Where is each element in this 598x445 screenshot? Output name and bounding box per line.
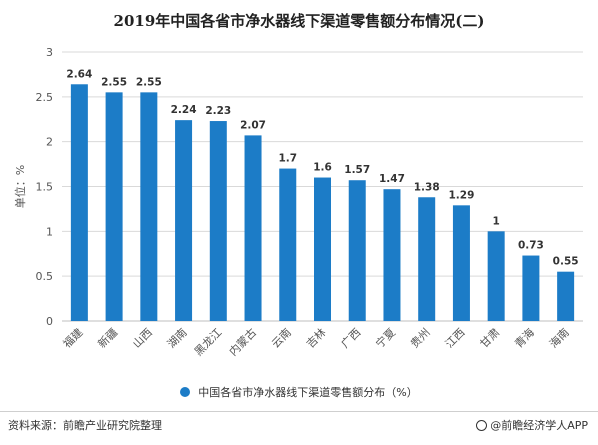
- bar: [105, 92, 123, 321]
- legend-swatch: [180, 387, 191, 397]
- bar: [348, 180, 366, 321]
- x-tick-label: 内蒙古: [226, 325, 259, 358]
- data-label: 1.29: [448, 189, 474, 201]
- bar: [452, 205, 470, 321]
- y-tick-label: 3: [46, 46, 53, 59]
- y-axis-label: 单位：%: [13, 165, 27, 208]
- bar: [70, 84, 88, 321]
- x-tick-label: 宁夏: [373, 325, 398, 350]
- bar-chart: 0 0.5 1 1.5 2 2.5 3 单位：% 2.64 福建 2.55 新疆 2.55 山西 2.24 湖…: [13, 46, 583, 359]
- footer-divider: [0, 411, 598, 412]
- x-tick-label: 青海: [512, 325, 537, 350]
- x-tick-label: 广西: [339, 326, 364, 351]
- bar: [279, 168, 297, 321]
- source-note: 资料来源：前瞻产业研究院整理: [8, 419, 162, 432]
- x-tick-label: 黑龙江: [192, 326, 225, 359]
- bar: [209, 121, 227, 321]
- data-label: 2.55: [136, 76, 162, 88]
- data-label: 1.57: [344, 164, 370, 176]
- data-label: 2.64: [66, 68, 92, 80]
- app-logo-icon: [476, 420, 488, 431]
- app-credit-text: @前瞻经济学人APP: [490, 419, 588, 432]
- x-tick-label: 福建: [60, 325, 85, 350]
- data-label: 2.55: [101, 76, 127, 88]
- y-tick-label: 2.5: [36, 91, 54, 104]
- y-tick-label: 2: [46, 136, 53, 149]
- x-tick-label: 新疆: [95, 325, 120, 350]
- bar: [418, 197, 436, 321]
- x-tick-label: 江西: [443, 326, 468, 351]
- data-label: 1.47: [379, 173, 405, 185]
- bar: [175, 120, 193, 321]
- bar: [522, 255, 540, 321]
- x-tick-label: 贵州: [408, 326, 433, 351]
- y-tick-label: 1: [46, 225, 53, 238]
- x-tick-label: 山西: [130, 326, 155, 351]
- data-label: 0.55: [553, 256, 579, 268]
- y-tick-label: 0.5: [36, 270, 54, 283]
- x-tick-label: 海南: [546, 325, 571, 350]
- y-tick-label: 1.5: [36, 181, 54, 194]
- bar: [557, 271, 575, 321]
- data-label: 2.23: [205, 105, 231, 117]
- data-label: 0.73: [518, 240, 544, 252]
- x-tick-label: 吉林: [303, 325, 328, 350]
- bar: [314, 177, 331, 321]
- bar: [383, 189, 401, 321]
- legend-label: 中国各省市净水器线下渠道零售额分布（%）: [198, 386, 418, 399]
- data-label: 1.6: [313, 162, 332, 174]
- x-tick-label: 湖南: [165, 326, 190, 351]
- x-tick-label: 甘肃: [478, 326, 503, 351]
- data-label: 2.24: [171, 104, 197, 116]
- data-label: 1.7: [278, 153, 297, 165]
- legend: 中国各省市净水器线下渠道零售额分布（%）: [0, 384, 598, 400]
- data-label: 1: [493, 215, 500, 227]
- data-label: 1.38: [414, 181, 440, 193]
- x-tick-label: 云南: [269, 326, 294, 351]
- data-label: 2.07: [240, 119, 266, 131]
- app-credit: @前瞻经济学人APP: [476, 417, 588, 433]
- bar: [140, 92, 158, 321]
- chart-title: 2019年中国各省市净水器线下渠道零售额分布情况(二): [113, 12, 485, 30]
- bar: [244, 135, 262, 321]
- bar: [487, 231, 505, 321]
- y-tick-label: 0: [46, 315, 53, 328]
